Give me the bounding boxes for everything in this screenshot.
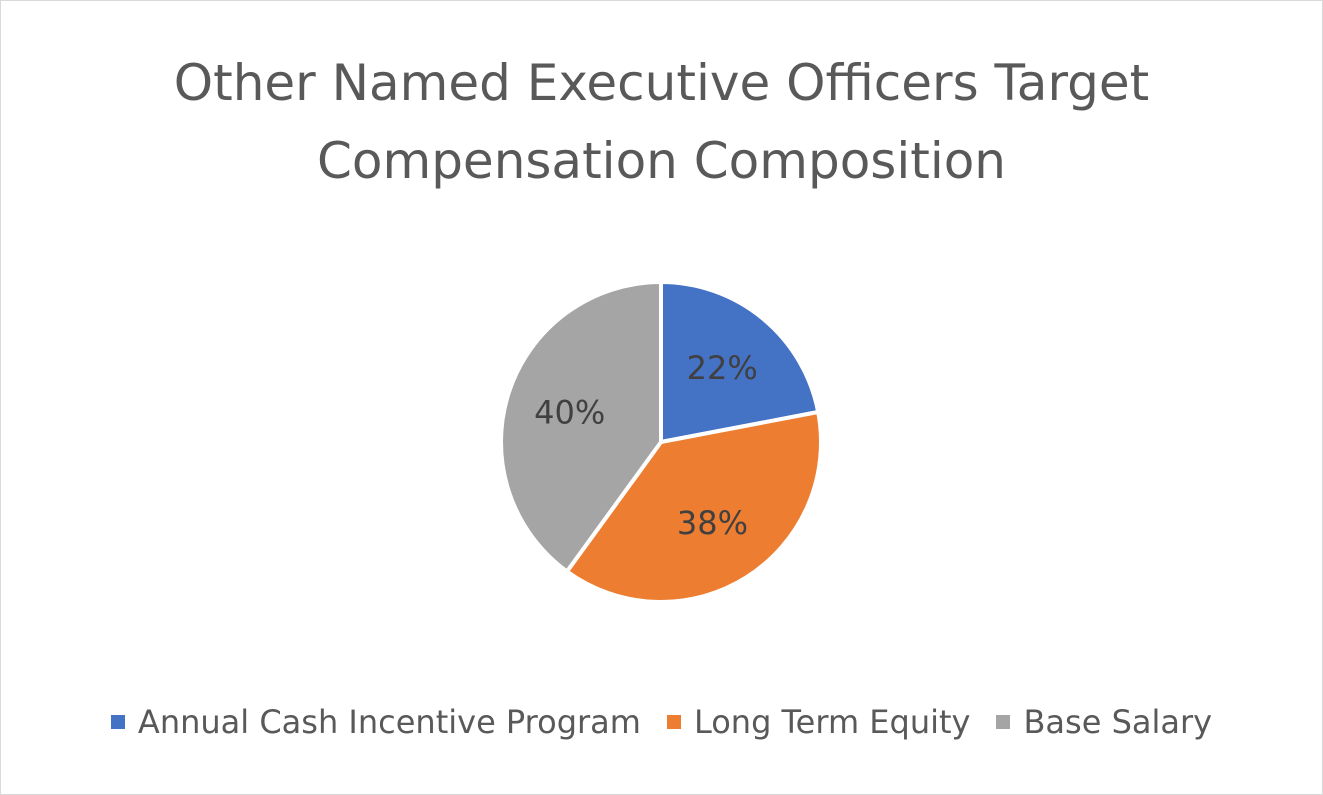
legend-label-long-term-equity: Long Term Equity xyxy=(693,703,971,741)
legend-swatch-base-salary xyxy=(996,715,1011,729)
pie-slice-long-term-equity xyxy=(564,410,823,604)
legend-item-annual-cash-incentive: Annual Cash Incentive Program xyxy=(110,703,641,741)
legend-swatch-long-term-equity xyxy=(666,715,681,729)
pie-slice-base-salary xyxy=(499,280,663,574)
chart-title-line-2: Compensation Composition xyxy=(316,132,1006,190)
legend: Annual Cash Incentive Program Long Term … xyxy=(0,703,1323,741)
data-label-annual-cash-incentive: 22% xyxy=(687,349,758,387)
chart-title-line-1: Other Named Executive Officers Target xyxy=(173,54,1150,112)
legend-label-annual-cash-incentive: Annual Cash Incentive Program xyxy=(137,703,641,741)
pie-slice-annual-cash-incentive xyxy=(659,280,821,444)
legend-swatch-annual-cash-incentive xyxy=(110,715,125,729)
data-label-long-term-equity: 38% xyxy=(677,504,748,542)
data-label-base-salary: 40% xyxy=(534,393,605,431)
chart-title: Other Named Executive Officers Target Co… xyxy=(0,44,1323,200)
legend-item-base-salary: Base Salary xyxy=(996,703,1212,741)
legend-label-base-salary: Base Salary xyxy=(1023,703,1213,741)
legend-item-long-term-equity: Long Term Equity xyxy=(666,703,971,741)
